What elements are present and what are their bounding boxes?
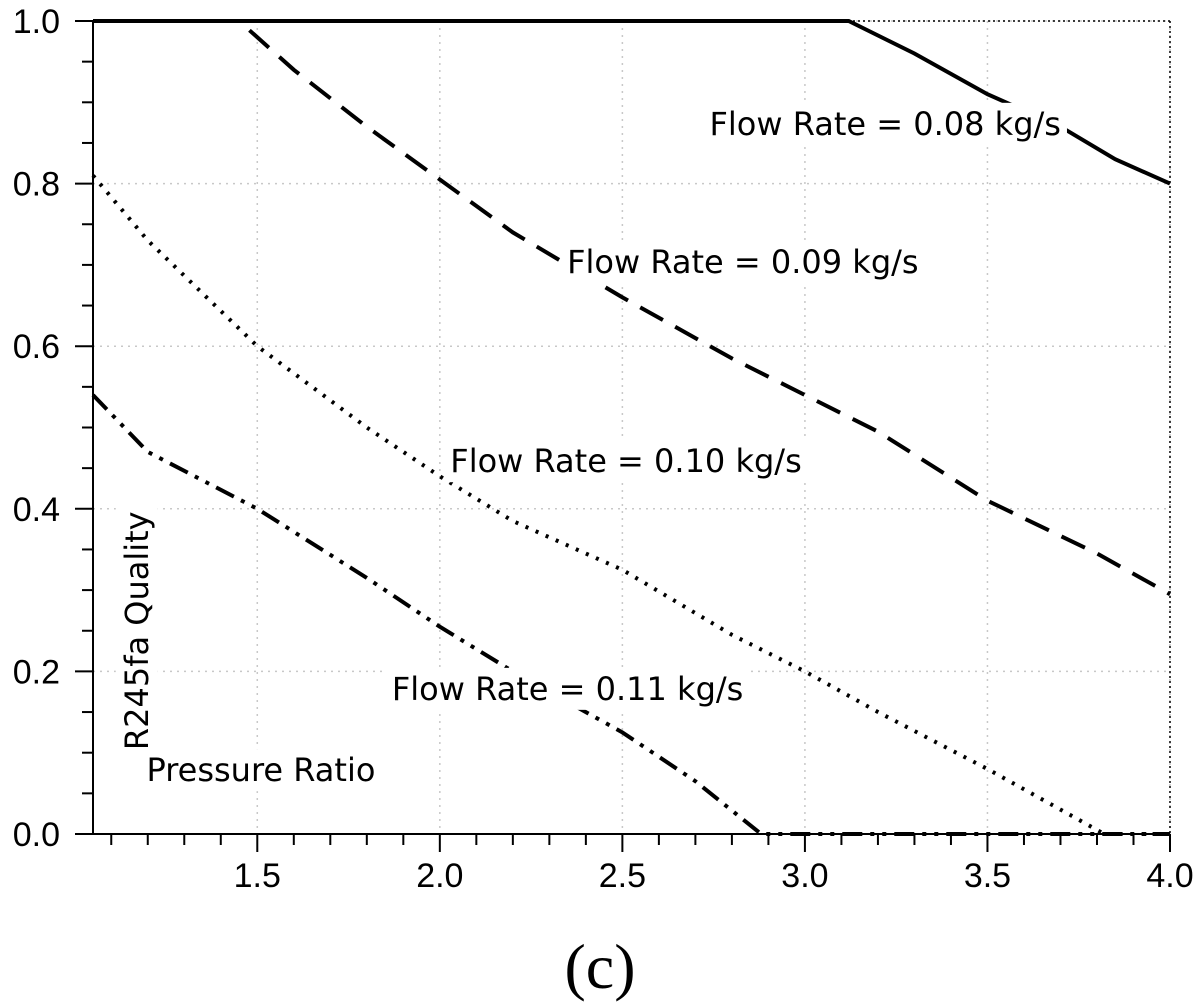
series-label-3-background [385, 667, 750, 710]
series-line-1 [93, 19, 1171, 596]
x-tick-label: 2.0 [416, 857, 463, 895]
x-axis-title: Pressure Ratio [140, 749, 382, 792]
y-tick-label: 0.4 [13, 491, 60, 529]
x-tick-label: 4.0 [1146, 857, 1193, 895]
x-axis-title-background [140, 749, 382, 792]
y-tick-label: 0.0 [13, 816, 60, 854]
series-label-2-background [444, 440, 808, 483]
series-label-3-text: Flow Rate = 0.11 kg/s [392, 670, 743, 708]
series-label-2: Flow Rate = 0.10 kg/s [444, 440, 808, 483]
series-label-1: Flow Rate = 0.09 kg/s [561, 241, 925, 284]
series-line-0 [93, 19, 1171, 186]
y-tick-label: 0.8 [13, 166, 60, 204]
series-label-3: Flow Rate = 0.11 kg/s [385, 667, 750, 710]
y-tick-label: 1.0 [13, 3, 60, 41]
x-tick-label: 2.5 [599, 857, 646, 895]
y-tick-label: 0.2 [13, 653, 60, 691]
series-label-0-text: Flow Rate = 0.08 kg/s [709, 105, 1060, 143]
y-axis-title-text: R245fa Quality [118, 511, 156, 750]
series-label-0-background [703, 102, 1067, 145]
y-tick-label: 0.6 [13, 328, 60, 366]
series-label-0: Flow Rate = 0.08 kg/s [703, 102, 1067, 145]
series-label-1-text: Flow Rate = 0.09 kg/s [567, 243, 918, 281]
x-tick-label: 3.5 [964, 857, 1011, 895]
x-tick-label: 1.5 [234, 857, 281, 895]
axis-ticks: 1.5 2.0 2.5 3.0 3.5 4.0 0.0 0.2 0.4 0.6 0.8 1.0 [13, 3, 1194, 895]
annotations: Flow Rate = 0.08 kg/s Flow Rate = 0.09 kg… [115, 102, 1067, 792]
panel-label: (c) [564, 931, 635, 1002]
x-tick-label: 3.0 [781, 857, 828, 895]
y-axis-title: R245fa Quality [115, 505, 158, 757]
series-label-1-background [561, 241, 925, 284]
x-axis-title-text: Pressure Ratio [146, 751, 375, 789]
y-axis-title-background [115, 505, 158, 757]
series-label-2-text: Flow Rate = 0.10 kg/s [450, 442, 801, 480]
